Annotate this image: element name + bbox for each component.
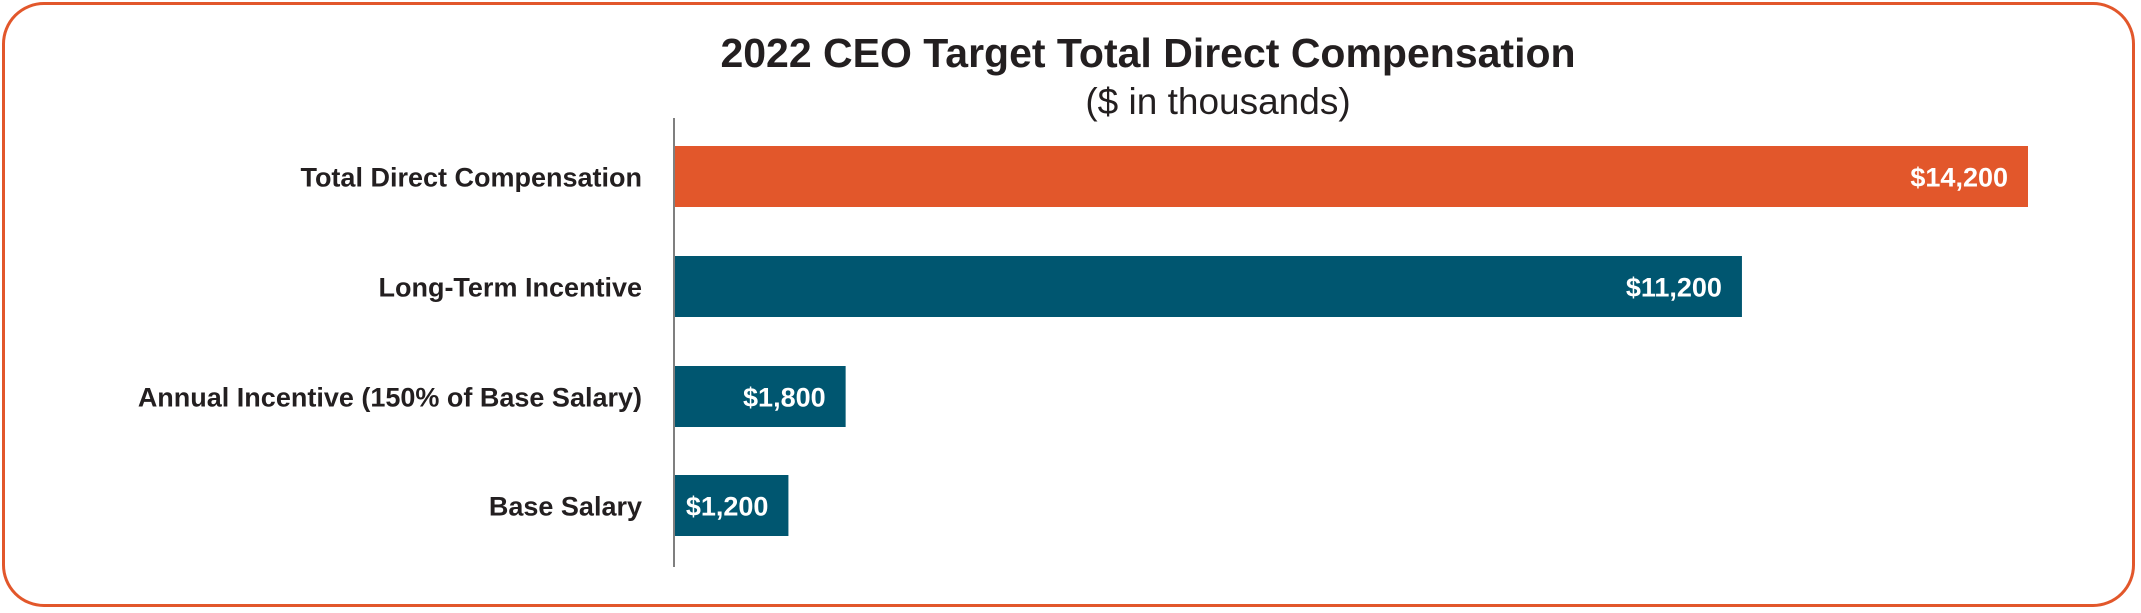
bar-3: [674, 475, 789, 536]
category-label-3: Base Salary: [489, 492, 642, 522]
category-label-0: Total Direct Compensation: [300, 163, 642, 193]
value-label-0: $14,200: [1910, 163, 2008, 193]
bars-group: Total Direct Compensation $14,200 Long-Ter…: [138, 146, 2028, 536]
category-label-2: Annual Incentive (150% of Base Salary): [138, 383, 642, 413]
value-label-1: $11,200: [1626, 273, 1722, 303]
bar-2: [674, 366, 846, 427]
chart-title-block: 2022 CEO Target Total Direct Compensatio…: [0, 28, 2141, 126]
bar-0: [674, 146, 2028, 207]
chart-title: 2022 CEO Target Total Direct Compensatio…: [720, 30, 1576, 76]
chart-subtitle: ($ in thousands): [1085, 81, 1351, 122]
category-label-1: Long-Term Incentive: [378, 273, 642, 303]
value-label-3: $1,200: [686, 492, 769, 522]
bar-1: [674, 256, 1742, 317]
value-label-2: $1,800: [743, 383, 826, 413]
